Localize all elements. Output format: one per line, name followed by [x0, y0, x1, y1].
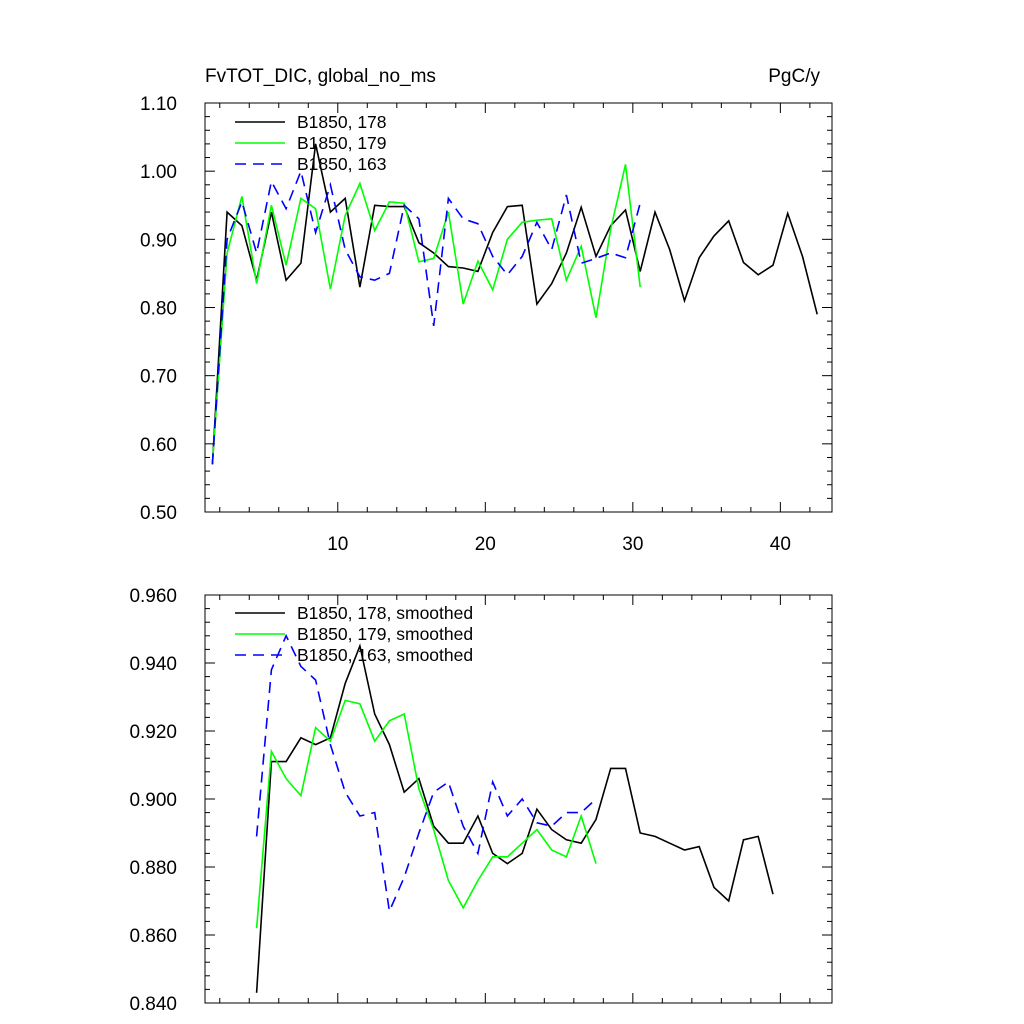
- y-tick-label: 0.90: [140, 230, 177, 251]
- top-panel: FvTOT_DIC, global_no_ms PgC/y 10 20 30 40 0.…: [140, 66, 833, 555]
- y-tick-label: 1.00: [140, 162, 177, 183]
- x-tick-label: 40: [770, 534, 791, 555]
- y-tick-label: 0.840: [129, 994, 177, 1015]
- y-tick-label: 1.10: [140, 94, 177, 115]
- x-ticks: [219, 103, 811, 512]
- y-ticks: [205, 102, 832, 513]
- series-line-2: [211, 168, 641, 465]
- series-line-2: [255, 633, 597, 915]
- bottom-panel: 0.840 0.860 0.880 0.900 0.920 0.940 0.960 B1850…: [129, 586, 833, 1015]
- y-tick-label: 0.50: [140, 503, 177, 524]
- x-tick-label: 20: [475, 534, 496, 555]
- y-tick-label: 0.960: [129, 586, 177, 607]
- top-panel-units: PgC/y: [768, 66, 820, 87]
- y-tick-label: 0.900: [129, 790, 177, 811]
- legend-label: B1850, 178: [297, 112, 387, 132]
- series-line-1: [255, 699, 597, 929]
- y-tick-label: 0.80: [140, 299, 177, 320]
- y-tick-label: 0.880: [129, 858, 177, 879]
- y-tick-label: 0.860: [129, 926, 177, 947]
- legend-label: B1850, 163, smoothed: [297, 645, 473, 665]
- y-tick-label: 0.70: [140, 367, 177, 388]
- legend-label: B1850, 179, smoothed: [297, 624, 473, 644]
- series-line-0: [211, 143, 818, 465]
- x-tick-label: 10: [327, 534, 348, 555]
- legend-label: B1850, 163: [297, 154, 387, 174]
- series-line-1: [211, 164, 641, 465]
- x-tick-label: 30: [622, 534, 643, 555]
- y-tick-label: 0.920: [129, 722, 177, 743]
- y-tick-label: 0.60: [140, 435, 177, 456]
- legend-label: B1850, 178, smoothed: [297, 603, 473, 623]
- legend-label: B1850, 179: [297, 133, 387, 153]
- x-ticks: [219, 595, 811, 1003]
- y-tick-label: 0.940: [129, 654, 177, 675]
- series-line-0: [255, 643, 774, 993]
- y-ticks: [205, 594, 832, 1004]
- top-panel-title: FvTOT_DIC, global_no_ms: [205, 66, 436, 87]
